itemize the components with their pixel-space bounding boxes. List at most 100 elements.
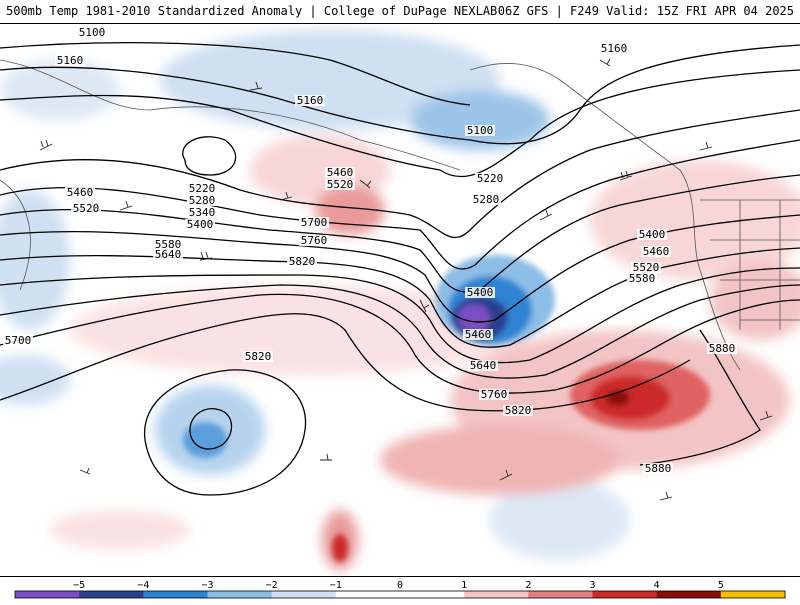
contour-label: 5700: [5, 334, 32, 347]
colorbar-swatch: [592, 591, 658, 598]
contour-label: 5760: [301, 234, 328, 247]
contour-label: 5400: [467, 286, 494, 299]
contour-label: 5640: [155, 248, 182, 261]
map-title: 500mb Temp 1981-2010 Standardized Anomal…: [6, 4, 498, 18]
contour-label: 5880: [645, 462, 672, 475]
model-run-info: 06Z GFS | F249 Valid: 15Z FRI APR 04 202…: [497, 4, 794, 18]
contour-label-bg: [465, 125, 495, 136]
contour-label-bg: [187, 207, 217, 218]
contour-label: 5340: [189, 206, 216, 219]
colorbar-swatch: [143, 591, 208, 598]
contour-label-bg: [707, 343, 737, 354]
colorbar-tick-label: −1: [330, 580, 342, 591]
contour-label: 5400: [187, 218, 214, 231]
contour-label-bg: [243, 351, 273, 362]
contour-label: 5700: [301, 216, 328, 229]
map-header: 500mb Temp 1981-2010 Standardized Anomal…: [0, 0, 800, 24]
colorbar-svg: −5 −4 −3 −2 −1 0 1 2 3 4 5: [14, 580, 786, 599]
colorbar-tick-label: −5: [73, 580, 85, 591]
contour-label-bg: [627, 273, 657, 284]
contour-label-bg: [299, 235, 329, 246]
contour-label: 5280: [473, 193, 500, 206]
colorbar-swatch: [528, 591, 593, 598]
colorbar-outline: [14, 590, 786, 599]
contour-label-bg: [77, 27, 107, 38]
contour-label: 5160: [57, 54, 84, 67]
contour-label-bg: [295, 95, 325, 106]
contour-label-bg: [55, 55, 85, 66]
height-contours: [0, 41, 800, 496]
contour-label-bg: [71, 203, 101, 214]
contour-label-bg: [325, 167, 355, 178]
colorbar-tick-label: −3: [201, 580, 213, 591]
contour-label-bg: [643, 463, 673, 474]
contour-label: 5520: [633, 261, 660, 274]
contour-label: 5160: [297, 94, 324, 107]
contour-label-bg: [65, 187, 95, 198]
contour-label: 5460: [465, 328, 492, 341]
contour-label: 5520: [73, 202, 100, 215]
strong-anomaly-cores: [183, 255, 710, 562]
colorbar-tick-label: 1: [461, 580, 467, 591]
colorbar-tick-label: 0: [397, 580, 403, 591]
colorbar-tick-label: −4: [137, 580, 149, 591]
contour-label: 5580: [629, 272, 656, 285]
contour-label-bg: [465, 287, 495, 298]
contour-label: 5460: [67, 186, 94, 199]
contour-label-bg: [503, 405, 533, 416]
colorbar-swatch: [720, 591, 786, 598]
contour-label: 5460: [643, 245, 670, 258]
contour-label-bg: [299, 217, 329, 228]
contour-label: 5100: [467, 124, 494, 137]
colorbar-tick-label: 4: [654, 580, 660, 591]
colorbar-tick-label: 3: [589, 580, 595, 591]
contour-label: 5520: [327, 178, 354, 191]
contour-label-bg: [187, 183, 217, 194]
contour-label: 5640: [470, 359, 497, 372]
contour-label-bg: [287, 256, 317, 267]
contour-label-bg: [599, 43, 629, 54]
contour-label-bg: [631, 262, 661, 273]
colorbar-swatch: [15, 591, 80, 598]
colorbar-swatch: [464, 591, 529, 598]
contour-label: 5580: [155, 238, 182, 251]
contour-label-bg: [153, 249, 183, 260]
colorbar-swatch: [400, 591, 465, 598]
contour-label-bg: [3, 335, 33, 346]
contour-label-bg: [471, 194, 501, 205]
contour-label: 5280: [189, 194, 216, 207]
colorbar-swatch: [271, 591, 337, 598]
anomaly-map: 5100516051605160510052205280534054005460…: [0, 24, 800, 576]
contour-label: 5220: [189, 182, 216, 195]
contour-label-bg: [468, 360, 498, 371]
contour-label-bg: [187, 195, 217, 206]
colorbar-swatch: [335, 591, 401, 598]
anomaly-colorbar: −5 −4 −3 −2 −1 0 1 2 3 4 5: [0, 576, 800, 600]
contour-label: 5100: [79, 26, 106, 39]
contour-label: 5460: [327, 166, 354, 179]
contour-label: 5760: [481, 388, 508, 401]
contour-label-bg: [463, 329, 493, 340]
contour-label-bg: [637, 229, 667, 240]
contour-label: 5820: [289, 255, 316, 268]
contour-label: 5820: [245, 350, 272, 363]
contour-labels: 5100516051605160510052205280534054005460…: [3, 26, 737, 475]
colorbar-tick-label: 5: [718, 580, 724, 591]
contour-label-bg: [475, 173, 505, 184]
colorbar-swatch: [207, 591, 273, 598]
contour-label: 5400: [639, 228, 666, 241]
contour-label-bg: [325, 179, 355, 190]
colorbar-swatch: [656, 591, 722, 598]
contour-label-bg: [641, 246, 671, 257]
colorbar-tick-label: −2: [266, 580, 278, 591]
contour-label: 5880: [709, 342, 736, 355]
contour-label-bg: [185, 219, 215, 230]
colorbar-tick-label: 2: [525, 580, 531, 591]
contour-label-bg: [153, 239, 183, 250]
contour-label-bg: [479, 389, 509, 400]
contour-label: 5160: [601, 42, 628, 55]
wind-barbs: [39, 58, 773, 501]
contour-label: 5220: [477, 172, 504, 185]
contour-label: 5820: [505, 404, 532, 417]
